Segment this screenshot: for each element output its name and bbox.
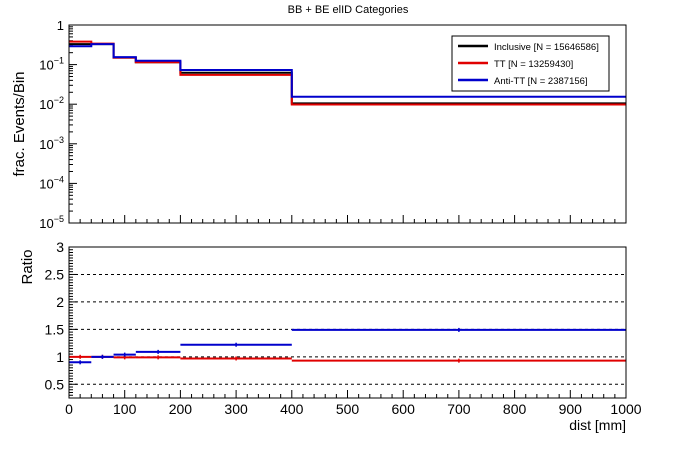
bottom-y-tick-label: 1.5 [45, 321, 65, 337]
bottom-y-tick-label: 1 [56, 349, 64, 365]
legend-label: Inclusive [N = 15646586] [494, 42, 599, 53]
bottom-panel: 0.5 1 1.5 2 2.5 3 0 100 200 300 400 500 600 700 800 90… [19, 239, 642, 433]
bottom-x-tick-label: 600 [392, 401, 416, 417]
bottom-x-tick-label: 1000 [610, 401, 641, 417]
bottom-axis-ticks [68, 246, 627, 399]
bottom-y-axis-label: Ratio [19, 249, 36, 284]
tick-exponent: −1 [54, 56, 64, 66]
legend-label: Anti-TT [N = 2387156] [494, 76, 588, 87]
bottom-x-tick-label: 200 [169, 401, 193, 417]
legend-label: TT [N = 13259430] [494, 59, 573, 70]
bottom-x-tick-label: 500 [336, 401, 360, 417]
top-y-tick-label: 10−4 [39, 174, 64, 191]
top-y-tick-label: 1 [57, 18, 64, 33]
bottom-x-tick-label: 400 [280, 401, 304, 417]
top-y-tick-label: 10−3 [39, 135, 64, 152]
tick-base: 1 [57, 18, 64, 33]
bottom-x-tick-label: 0 [65, 401, 73, 417]
bottom-x-tick-label: 300 [224, 401, 248, 417]
legend: Inclusive [N = 15646586] TT [N = 13259430… [451, 35, 610, 92]
bottom-y-tick-labels: 0.5 1 1.5 2 2.5 3 [45, 239, 65, 392]
top-y-axis-label: frac. Events/Bin [11, 71, 28, 176]
top-panel: 110−110−210−310−410−5 frac. Events/Bin [11, 18, 627, 231]
bottom-y-tick-label: 2 [56, 294, 64, 310]
top-series-group [69, 40, 626, 106]
bottom-x-tick-label: 700 [447, 401, 471, 417]
bottom-x-axis-label: dist [mm] [569, 417, 626, 433]
tick-exponent: −5 [54, 214, 64, 224]
tick-base: 10 [39, 58, 53, 73]
bottom-x-tick-label: 800 [503, 401, 527, 417]
top-y-tick-label: 10−5 [39, 214, 64, 231]
tick-base: 10 [39, 97, 53, 112]
tick-base: 10 [39, 176, 53, 191]
top-y-tick-labels: 110−110−210−310−410−5 [39, 18, 64, 231]
tick-exponent: −2 [54, 95, 64, 105]
tick-exponent: −3 [54, 135, 64, 145]
legend-entries: Inclusive [N = 15646586] TT [N = 13259430… [458, 42, 599, 87]
bottom-y-tick-label: 3 [56, 239, 64, 255]
top-plot-frame [68, 24, 627, 224]
bottom-series-group [69, 327, 626, 365]
bottom-x-tick-label: 100 [113, 401, 137, 417]
tick-base: 10 [39, 216, 53, 231]
tick-exponent: −4 [54, 174, 64, 184]
top-y-tick-label: 10−1 [39, 56, 64, 73]
series-step-line-2 [69, 43, 626, 98]
top-y-tick-label: 10−2 [39, 95, 64, 112]
bottom-x-tick-label: 900 [559, 401, 583, 417]
bottom-y-tick-label: 2.5 [45, 266, 65, 282]
tick-base: 10 [39, 137, 53, 152]
bottom-y-tick-label: 0.5 [45, 376, 65, 392]
bottom-plot-frame [68, 246, 627, 399]
chart-title: BB + BE elID Categories [288, 4, 409, 16]
bottom-x-tick-labels: 0 100 200 300 400 500 600 700 800 900 1000 [65, 401, 642, 417]
